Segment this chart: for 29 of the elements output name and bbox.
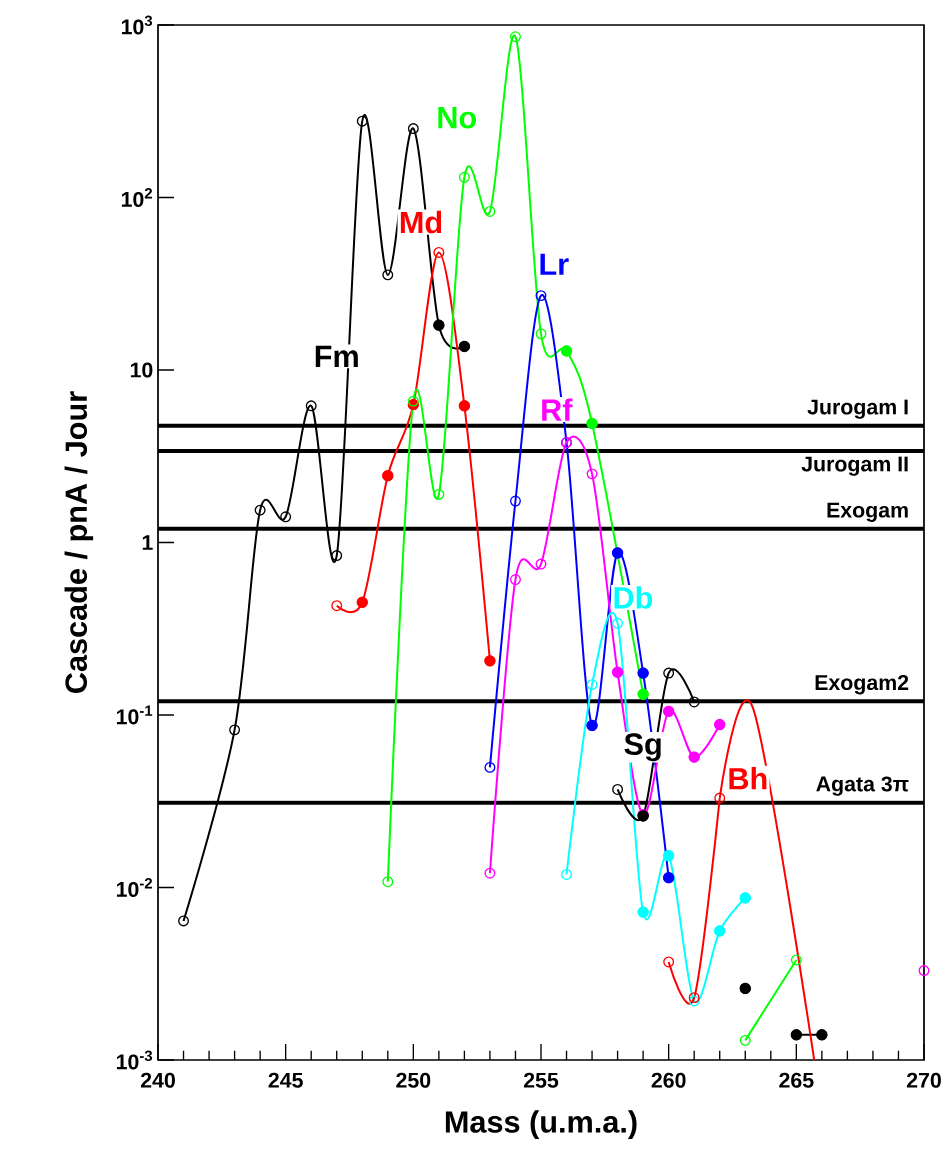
series-label: Fm xyxy=(315,345,358,367)
x-tick-label: 250 xyxy=(396,1072,431,1088)
series-label: Md xyxy=(400,210,442,234)
y-tick-label: 1 xyxy=(142,535,153,550)
x-tick-label: 255 xyxy=(523,1072,559,1088)
y-axis-title: Cascade / pnA / Jour xyxy=(64,391,94,693)
x-axis-title: Mass (u.m.a.) xyxy=(445,1110,637,1139)
x-tick-label: 245 xyxy=(268,1072,303,1088)
ref-line-label: Exogam2 xyxy=(815,675,909,695)
ref-line-label: Jurogam II xyxy=(801,456,908,476)
x-tick-label: 260 xyxy=(651,1072,686,1088)
y-tick-label: 10$^{3}$ xyxy=(121,15,153,35)
series-label: No xyxy=(438,107,476,129)
ref-line-label: Agata 3π xyxy=(816,776,909,796)
x-tick-label: 265 xyxy=(779,1072,814,1088)
ref-line-label: Jurogam I xyxy=(807,399,908,419)
y-tick-label: 10$^{2}$ xyxy=(121,188,153,207)
series-label: Bh xyxy=(729,767,767,790)
y-tick-label: 10$^{-3}$ xyxy=(116,1050,153,1070)
y-tick-label: 10 xyxy=(130,362,153,378)
series-label: Db xyxy=(614,586,653,609)
y-tick-label: 10$^{-2}$ xyxy=(116,878,153,897)
series-label: Sg xyxy=(624,733,661,762)
x-tick-label: 270 xyxy=(906,1072,941,1088)
y-tick-label: 10$^{-1}$ xyxy=(116,705,153,725)
series-label: Rf xyxy=(542,398,573,421)
ref-line-label: Exogam xyxy=(827,502,908,522)
series-label: Lr xyxy=(540,253,569,275)
x-tick-label: 240 xyxy=(140,1072,175,1088)
